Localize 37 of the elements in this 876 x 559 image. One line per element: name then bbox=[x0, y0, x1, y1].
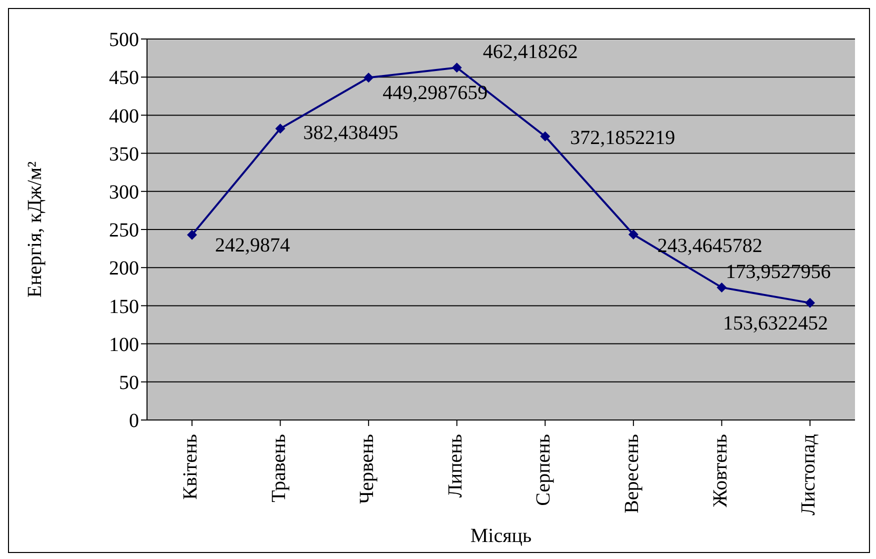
point bbox=[187, 230, 197, 240]
data-label: 153,6322452 bbox=[723, 312, 828, 335]
x-tick-label: Жовтень bbox=[709, 434, 732, 508]
x-tick-label: Червень bbox=[356, 434, 378, 504]
x-tick-label: Травень bbox=[268, 434, 290, 502]
y-tick-label: 200 bbox=[109, 258, 139, 280]
x-tick-label: Вересень bbox=[621, 434, 644, 514]
data-label: 243,4645782 bbox=[657, 235, 762, 258]
y-tick-label: 400 bbox=[109, 105, 139, 128]
data-label: 372,1852219 bbox=[570, 126, 676, 149]
data-label: 173,9527956 bbox=[726, 261, 831, 284]
y-tick-label: 100 bbox=[109, 334, 139, 356]
y-axis-title: Енергія, кДж/м² bbox=[24, 161, 46, 298]
point bbox=[628, 229, 638, 240]
y-tick-label: 450 bbox=[109, 67, 139, 90]
data-label: 242,9874 bbox=[215, 234, 290, 256]
x-tick-label: Листопад bbox=[798, 434, 820, 516]
y-tick-label: 150 bbox=[109, 296, 139, 318]
y-tick-label: 300 bbox=[109, 182, 139, 204]
y-tick-label: 500 bbox=[109, 29, 139, 52]
point bbox=[540, 131, 550, 142]
point bbox=[805, 298, 815, 308]
y-tick-label: 250 bbox=[109, 220, 139, 242]
x-tick-label: Серпень bbox=[532, 434, 555, 506]
data-label: 449,2987659 bbox=[382, 82, 488, 104]
y-tick-label: 350 bbox=[109, 143, 139, 166]
x-tick-label: Липень bbox=[444, 434, 466, 498]
point bbox=[364, 72, 374, 83]
x-tick-label: Квітень bbox=[180, 434, 202, 500]
y-tick-label: 0 bbox=[129, 410, 139, 432]
data-label: 462,418262 bbox=[482, 41, 578, 64]
point bbox=[275, 124, 286, 134]
point bbox=[452, 62, 462, 73]
data-label: 382,438495 bbox=[303, 122, 398, 144]
y-tick-label: 50 bbox=[119, 372, 139, 394]
point bbox=[716, 282, 727, 292]
x-axis-title: Місяць bbox=[470, 525, 532, 547]
